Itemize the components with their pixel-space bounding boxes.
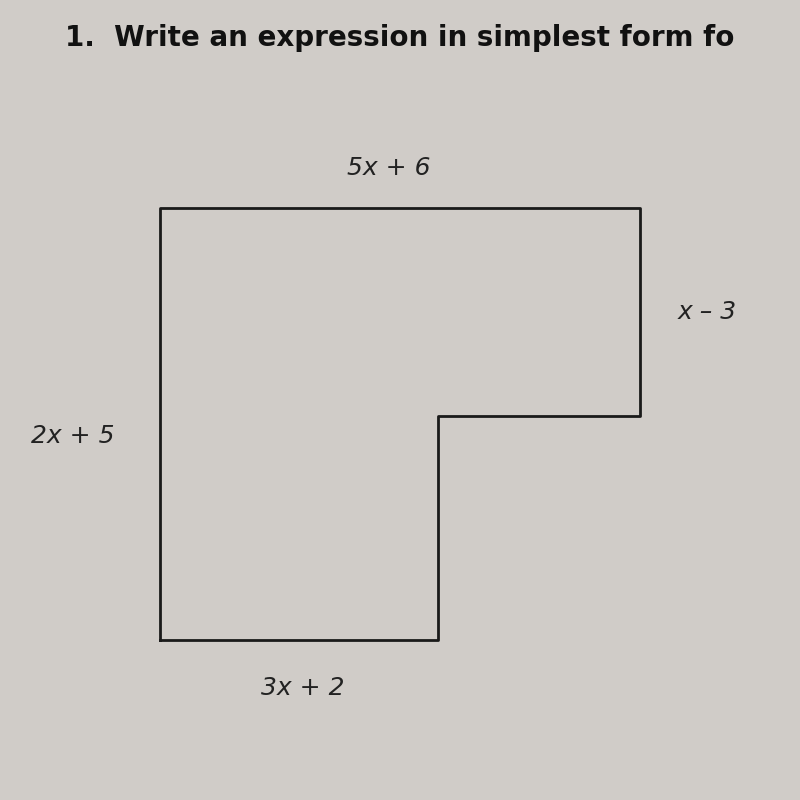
Text: 3x + 2: 3x + 2 [261,676,344,700]
Text: 5x + 6: 5x + 6 [347,156,430,180]
Text: x – 3: x – 3 [678,300,737,324]
Text: 1.  Write an expression in simplest form fo: 1. Write an expression in simplest form … [66,24,734,52]
Text: 2x + 5: 2x + 5 [31,424,114,448]
